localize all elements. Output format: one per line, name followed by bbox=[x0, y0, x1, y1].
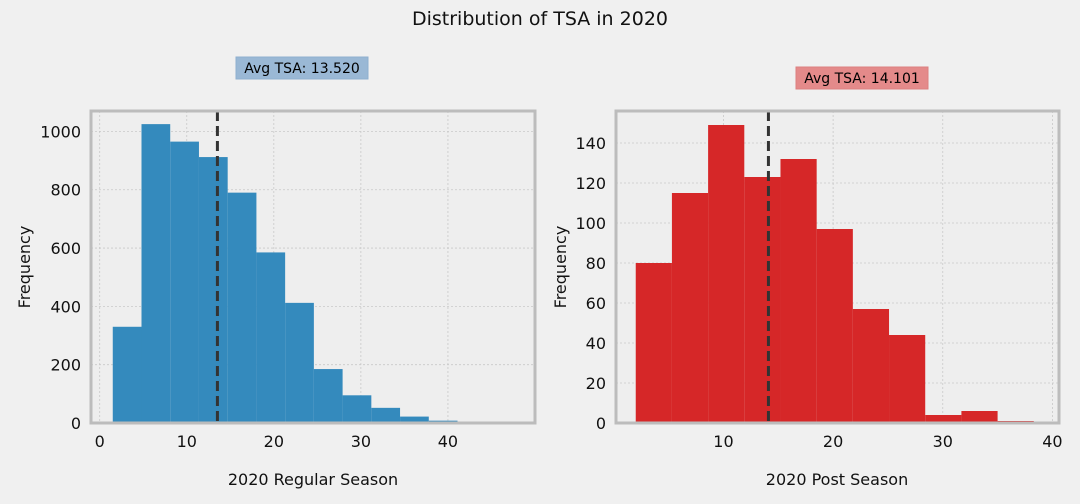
bar-regular-10 bbox=[400, 416, 429, 423]
xtick-label-regular-0: 0 bbox=[95, 432, 105, 451]
xlabel-post: 2020 Post Season bbox=[766, 470, 908, 489]
ytick-label-regular-2: 400 bbox=[50, 297, 81, 316]
bar-post-2 bbox=[708, 125, 745, 423]
ytick-label-regular-0: 0 bbox=[71, 414, 81, 433]
bar-post-8 bbox=[925, 415, 962, 423]
xtick-label-post-2: 30 bbox=[933, 432, 953, 451]
regular-season-panel: Avg TSA: 13.520 2020 Regular Season Freq… bbox=[15, 56, 537, 489]
annotation-regular: Avg TSA: 13.520 bbox=[244, 61, 360, 77]
bar-regular-2 bbox=[170, 141, 199, 423]
ytick-label-post-4: 80 bbox=[586, 254, 606, 273]
bar-regular-8 bbox=[342, 395, 372, 423]
ytick-label-post-1: 20 bbox=[586, 374, 606, 393]
bar-regular-7 bbox=[313, 369, 343, 423]
xtick-label-post-1: 20 bbox=[823, 432, 843, 451]
ytick-label-regular-3: 600 bbox=[50, 239, 81, 258]
bar-post-7 bbox=[889, 335, 926, 423]
ytick-label-post-6: 120 bbox=[575, 174, 606, 193]
xtick-label-regular-2: 20 bbox=[264, 432, 284, 451]
xlabel-regular: 2020 Regular Season bbox=[228, 470, 398, 489]
annotation-box-post bbox=[795, 66, 929, 90]
bar-post-0 bbox=[635, 263, 672, 423]
annotation-post: Avg TSA: 14.101 bbox=[804, 71, 920, 87]
figure-title: Distribution of TSA in 2020 bbox=[412, 8, 668, 30]
bar-post-6 bbox=[852, 309, 890, 423]
ytick-label-regular-1: 200 bbox=[50, 356, 81, 375]
ytick-label-post-0: 0 bbox=[596, 414, 606, 433]
bar-post-4 bbox=[780, 159, 817, 423]
plot-frame-regular bbox=[89, 109, 537, 425]
xtick-label-regular-4: 40 bbox=[438, 432, 458, 451]
bar-regular-3 bbox=[198, 157, 228, 423]
ylabel-post: Frequency bbox=[551, 226, 570, 309]
post-season-panel: Avg TSA: 14.101 2020 Post Season Frequen… bbox=[551, 66, 1063, 489]
xtick-label-regular-1: 10 bbox=[177, 432, 197, 451]
bar-post-1 bbox=[671, 193, 709, 423]
ytick-label-regular-4: 800 bbox=[50, 181, 81, 200]
ytick-label-post-5: 100 bbox=[575, 214, 606, 233]
ytick-label-post-2: 40 bbox=[586, 334, 606, 353]
ytick-label-post-3: 60 bbox=[586, 294, 606, 313]
bar-post-3 bbox=[744, 177, 781, 423]
ytick-label-regular-5: 1000 bbox=[40, 122, 81, 141]
bar-post-5 bbox=[816, 229, 853, 423]
bar-post-9 bbox=[961, 411, 998, 423]
bar-regular-9 bbox=[371, 407, 401, 423]
xtick-label-post-0: 10 bbox=[713, 432, 733, 451]
ytick-label-post-7: 140 bbox=[575, 134, 606, 153]
xtick-label-regular-3: 30 bbox=[351, 432, 371, 451]
xtick-label-post-3: 40 bbox=[1042, 432, 1062, 451]
ylabel-regular: Frequency bbox=[15, 226, 34, 309]
bar-regular-4 bbox=[227, 192, 257, 423]
bar-regular-1 bbox=[141, 124, 171, 424]
annotation-box-regular bbox=[235, 56, 369, 80]
bar-regular-5 bbox=[256, 252, 286, 423]
plot-frame-post bbox=[614, 109, 1061, 425]
bar-regular-6 bbox=[285, 302, 314, 423]
bar-regular-0 bbox=[112, 326, 142, 423]
